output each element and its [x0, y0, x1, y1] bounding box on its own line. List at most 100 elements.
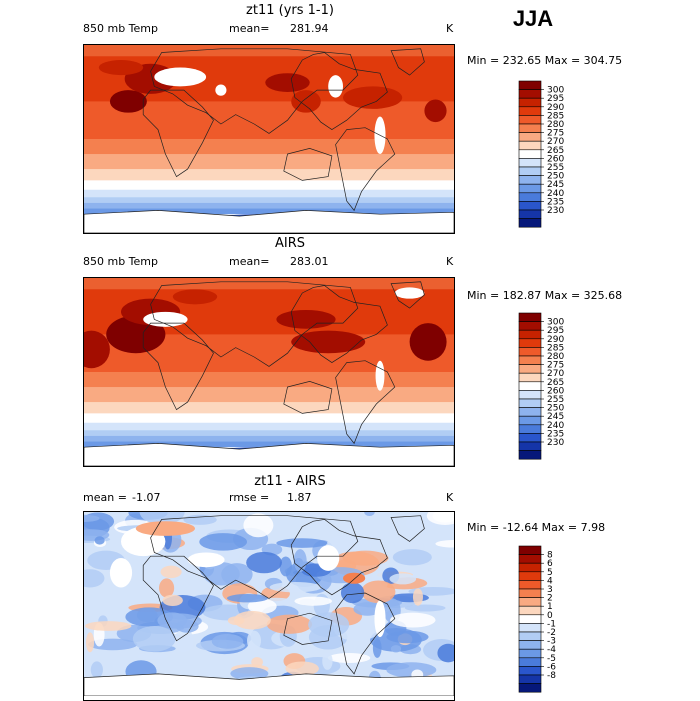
colorbar-swatch: [518, 605, 542, 616]
colorbar-swatch: [518, 666, 542, 676]
diff-patch: [233, 610, 271, 630]
colorbar-swatch: [518, 201, 542, 211]
colorbar-swatch: [518, 364, 542, 374]
coastline-antarctica: [84, 673, 454, 696]
temp-band: [84, 387, 454, 404]
coastline-africa: [142, 89, 214, 178]
temp-band: [84, 441, 454, 449]
colorbar-swatch: [518, 338, 542, 348]
colorbar-swatch: [518, 683, 542, 693]
colorbar-swatch: [518, 545, 542, 555]
diff-patch: [137, 652, 169, 660]
colorbar-swatch: [518, 441, 542, 451]
panel3-minmax: Min = -12.64 Max = 7.98: [467, 521, 606, 534]
colorbar-swatch: [518, 329, 542, 340]
colorbar-label: 300: [547, 318, 564, 328]
colorbar-swatch: [518, 390, 542, 400]
diff-patch: [251, 657, 263, 668]
temp-band: [84, 180, 454, 191]
diff-patch: [243, 513, 274, 538]
colorbar-swatch: [518, 192, 542, 202]
panel3-map: [83, 511, 455, 701]
coastline-greenland: [390, 48, 425, 76]
diff-patch: [353, 602, 382, 616]
panel2-variable: 850 mb Temp: [83, 255, 159, 268]
coastline-s_america: [335, 592, 396, 675]
colorbar-label: 8: [547, 551, 553, 561]
mask-region: [375, 360, 385, 391]
colorbar-label: 250: [547, 172, 564, 182]
diff-patch: [217, 513, 243, 530]
mask-region: [154, 67, 207, 87]
field-layer: [84, 512, 454, 696]
colorbar-swatch: [518, 631, 542, 641]
colorbar-label: 230: [547, 206, 564, 216]
colorbar-label: 230: [547, 438, 564, 448]
warm-spot: [409, 323, 447, 361]
colorbar-label: 270: [547, 137, 564, 147]
field-layer: [84, 278, 454, 466]
colorbar-label: 240: [547, 189, 564, 199]
colorbar-label: 255: [547, 163, 564, 173]
coastline-s_america: [335, 360, 396, 445]
colorbar-label: 275: [547, 361, 564, 371]
warm-spot: [343, 572, 366, 584]
panel2-mean-value: 283.01: [290, 255, 329, 268]
colorbar-label: 6: [547, 559, 553, 569]
colorbar-swatch: [518, 80, 542, 90]
colorbar-swatch: [518, 106, 542, 116]
panel3-title: zt11 - AIRS: [254, 474, 326, 489]
diff-patch: [94, 536, 105, 545]
panel3-units: K: [446, 491, 454, 504]
diff-patch: [246, 551, 282, 574]
coastline-eurasia: [150, 281, 359, 367]
colorbar-swatch: [518, 312, 542, 322]
coastline-s_america: [335, 127, 396, 212]
diff-patch: [174, 629, 194, 653]
mask-region: [143, 311, 188, 327]
mask-region: [328, 75, 343, 98]
diff-patch: [132, 626, 176, 652]
panel3-mean-value: -1.07: [132, 491, 161, 504]
coastline-greenland: [390, 281, 425, 309]
diff-patch: [372, 638, 382, 658]
panel1-mean-value: 281.94: [290, 22, 329, 35]
colorbar-swatch: [518, 175, 542, 185]
diff-patch: [160, 565, 182, 579]
colorbar-label: 260: [547, 386, 564, 396]
coastline-layer: [84, 281, 454, 466]
panel1-map-svg: [84, 45, 454, 233]
diff-patch: [293, 549, 307, 573]
colorbar-swatch: [518, 123, 542, 133]
field-layer: [84, 45, 454, 233]
colorbar-swatch: [518, 166, 542, 176]
diff-patch: [340, 582, 365, 604]
diff-patch: [435, 540, 454, 548]
diff-patch: [412, 588, 423, 606]
coastline-eurasia: [150, 48, 359, 134]
colorbar-label: 290: [547, 103, 564, 113]
panel2-mean-label: mean=: [229, 255, 270, 268]
colorbar-label: 265: [547, 146, 564, 156]
colorbar-label: -4: [547, 645, 556, 655]
colorbar-swatch: [518, 355, 542, 365]
colorbar-swatch: [518, 89, 542, 99]
diff-patch: [276, 538, 328, 548]
colorbar-label: 240: [547, 421, 564, 431]
colorbar-label: 235: [547, 429, 564, 439]
colorbar-label: -3: [547, 637, 556, 647]
coastline-n_america: [290, 519, 388, 596]
diff-patch: [426, 512, 454, 525]
colorbar-label: 295: [547, 326, 564, 336]
colorbar-swatch: [518, 149, 542, 159]
colorbar-swatch: [518, 614, 542, 624]
warm-spot: [291, 90, 321, 113]
diff-patch: [157, 612, 188, 629]
diff-patch: [285, 661, 319, 676]
colorbar-swatch: [518, 623, 542, 633]
colorbar-label: 295: [547, 94, 564, 104]
diff-patch: [84, 621, 132, 631]
temp-band: [84, 372, 454, 389]
warm-spot: [84, 330, 110, 369]
diff-patch: [199, 533, 247, 551]
